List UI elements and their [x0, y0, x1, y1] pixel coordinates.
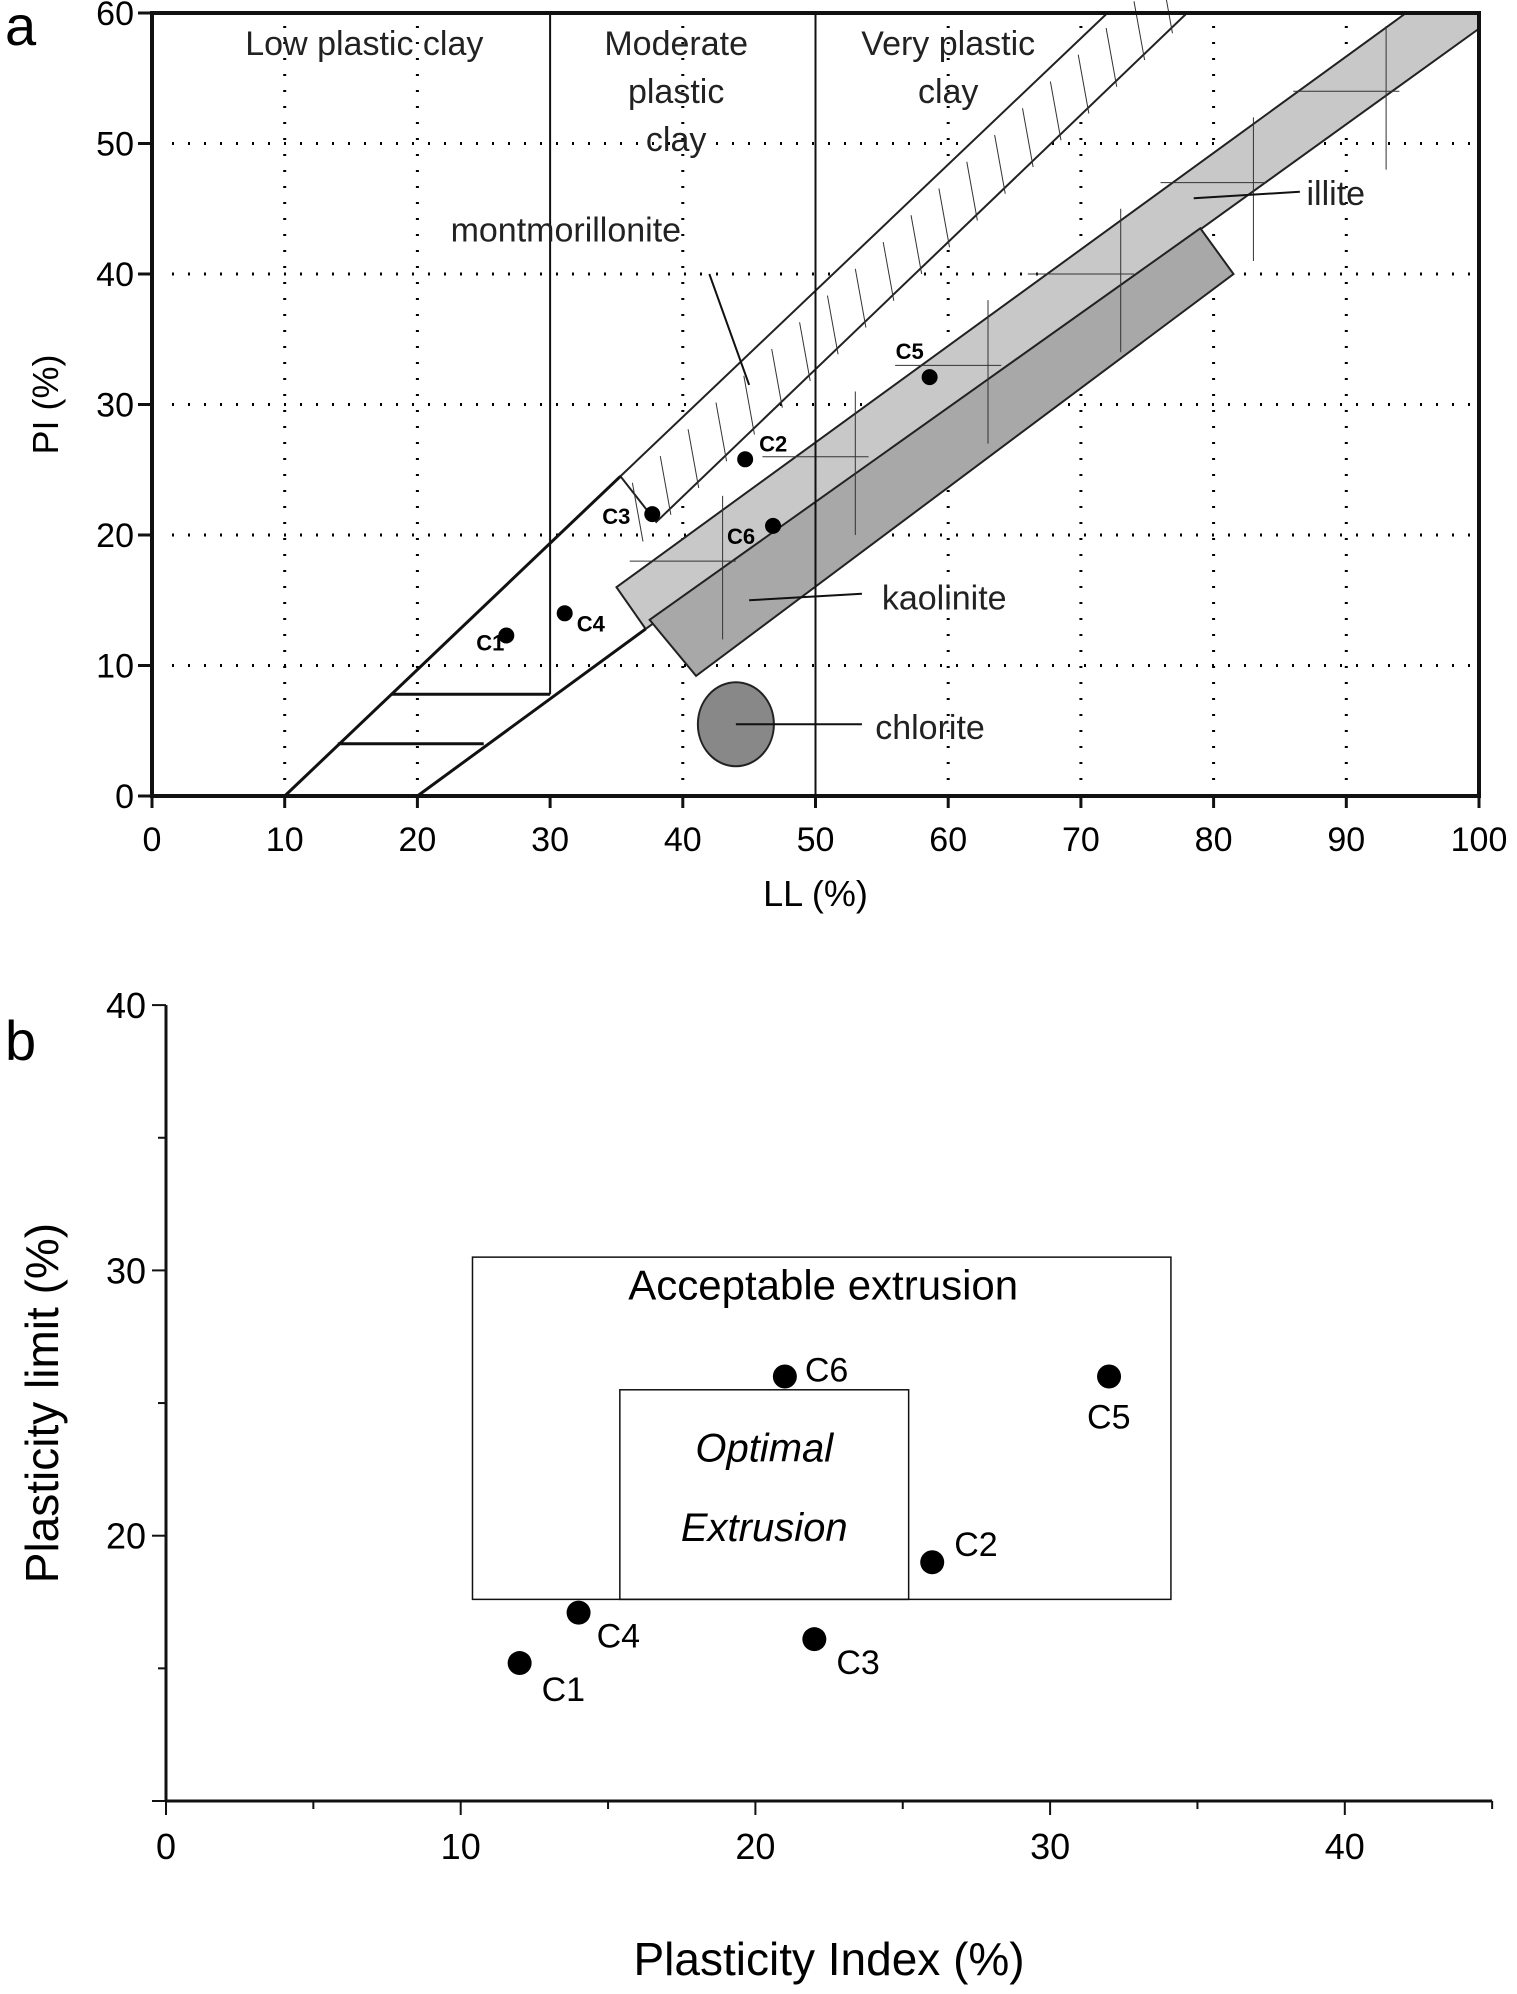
point-label: C5: [896, 339, 924, 364]
data-point-c4: [556, 605, 573, 622]
leader-line: [749, 592, 863, 602]
hatch-line: [715, 402, 728, 462]
point-label: C4: [597, 1618, 640, 1656]
kaolinite-band: [648, 226, 1235, 678]
chlorite-label: chlorite: [875, 709, 985, 747]
data-point-c4: [566, 1600, 591, 1625]
leader-line: [1193, 190, 1300, 200]
x-axis-label: LL (%): [763, 873, 868, 914]
x-tick-label: 70: [1062, 821, 1100, 859]
hatch-line: [687, 429, 700, 489]
point-label: C4: [577, 611, 606, 636]
x-tick-label: 60: [929, 821, 967, 859]
x-tick-label: 0: [156, 1826, 176, 1867]
data-point-c2: [737, 451, 754, 468]
panel-label-a: a: [5, 0, 37, 57]
y-tick-label: 60: [96, 0, 134, 33]
x-tick-label: 40: [664, 821, 702, 859]
point-label: C3: [602, 504, 630, 529]
point-label: C5: [1087, 1399, 1130, 1437]
y-tick-label: 30: [106, 1250, 146, 1291]
hatch-line: [938, 188, 951, 248]
hatch-line: [826, 295, 839, 355]
hatch-line: [1049, 81, 1062, 141]
x-tick-label: 20: [398, 821, 436, 859]
x-tick-label: 90: [1327, 821, 1365, 859]
hatch-line: [799, 322, 811, 382]
kaolinite-label: kaolinite: [882, 579, 1007, 617]
hatch-line: [631, 482, 644, 542]
data-point-c5: [1097, 1364, 1122, 1389]
data-point-c6: [772, 1364, 797, 1389]
hatch-line: [659, 455, 672, 515]
y-tick-label: 40: [96, 256, 134, 294]
montmorillonite-label: montmorillonite: [451, 211, 682, 249]
zone-very-label: Very plastic: [861, 25, 1035, 63]
zone-moderate-label: plastic: [628, 73, 724, 111]
x-tick-label: 10: [441, 1826, 481, 1867]
y-tick-label: 40: [106, 985, 146, 1026]
optimal-extrusion-label: Optimal: [695, 1426, 834, 1470]
x-tick-label: 40: [1325, 1826, 1365, 1867]
y-axis-label: PI (%): [25, 354, 66, 454]
point-label: C1: [542, 1671, 585, 1709]
point-label: C6: [805, 1352, 848, 1390]
illite-label: illite: [1306, 175, 1365, 213]
x-tick-label: 10: [266, 821, 304, 859]
y-tick-label: 0: [115, 778, 134, 816]
x-tick-label: 50: [797, 821, 835, 859]
y-axis-label: Plasticity limit (%): [16, 1223, 68, 1583]
hatch-line: [966, 161, 978, 221]
hatch-line: [1077, 54, 1090, 114]
data-point-c3: [644, 506, 661, 523]
y-tick-label: 20: [96, 517, 134, 555]
chart-a: 0 10 20 30 40 50 60 70 80 90 100 0 10 20 30 40 50 60 LL (%…: [25, 0, 1507, 914]
y-tick-label: 30: [96, 387, 134, 425]
zone-very-label: clay: [918, 73, 978, 111]
lower-boundary-line: [416, 627, 647, 798]
data-point-c1: [507, 1651, 532, 1676]
upper-boundary-line: [283, 475, 622, 798]
hatch-line: [743, 375, 755, 435]
chart-b: Acceptable extrusion Optimal Extrusion 0 10 2…: [16, 985, 1494, 1985]
hatch-line: [854, 268, 867, 328]
hatch-line: [771, 348, 783, 408]
x-tick-label: 80: [1195, 821, 1233, 859]
hatch-line: [1165, 0, 1173, 34]
x-axis-label: Plasticity Index (%): [634, 1933, 1025, 1985]
optimal-extrusion-label: Extrusion: [681, 1506, 848, 1550]
data-point-c5: [921, 369, 938, 386]
hatch-line: [910, 215, 923, 275]
panel-label-b: b: [5, 1009, 36, 1072]
acceptable-extrusion-label: Acceptable extrusion: [628, 1262, 1018, 1309]
point-label: C2: [954, 1526, 997, 1564]
hatch-line: [1022, 108, 1034, 168]
x-tick-label: 20: [735, 1826, 775, 1867]
data-point-c2: [920, 1550, 945, 1575]
leader-line: [708, 273, 751, 386]
point-label: C3: [836, 1644, 879, 1682]
x-tick-label: 0: [143, 821, 162, 859]
hatch-line: [1105, 27, 1118, 87]
y-tick-label: 20: [106, 1516, 146, 1557]
x-tick-label: 30: [531, 821, 569, 859]
zone-low-label: Low plastic clay: [245, 25, 483, 63]
y-tick-label: 50: [96, 126, 134, 164]
data-point-c1: [498, 627, 515, 644]
zone-moderate-label: Moderate: [604, 25, 748, 63]
x-tick-label: 100: [1451, 821, 1508, 859]
hatch-line: [882, 241, 895, 301]
point-label: C1: [476, 630, 504, 655]
data-point-c3: [802, 1627, 827, 1652]
x-tick-label: 30: [1030, 1826, 1070, 1867]
y-tick-label: 10: [96, 648, 134, 686]
point-label: C6: [727, 524, 755, 549]
data-point-c6: [765, 517, 782, 534]
zone-moderate-label: clay: [646, 121, 706, 159]
point-label: C2: [759, 431, 787, 456]
optimal-extrusion-box: [619, 1389, 910, 1601]
hatch-line: [994, 134, 1006, 194]
